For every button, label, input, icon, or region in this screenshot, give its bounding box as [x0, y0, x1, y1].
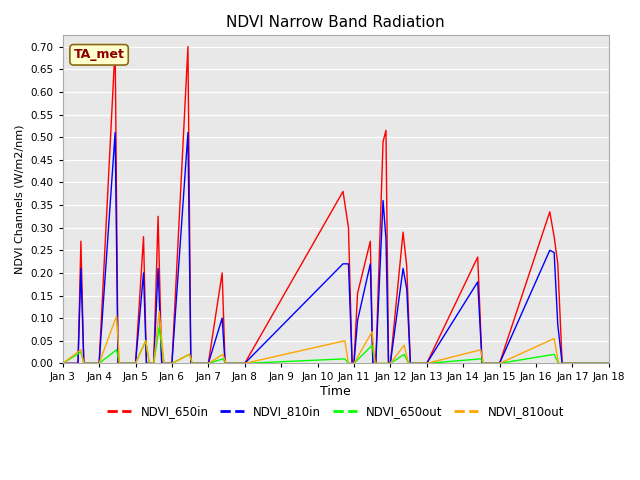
- Text: TA_met: TA_met: [74, 48, 125, 61]
- Title: NDVI Narrow Band Radiation: NDVI Narrow Band Radiation: [227, 15, 445, 30]
- X-axis label: Time: Time: [321, 385, 351, 398]
- Y-axis label: NDVI Channels (W/m2/nm): NDVI Channels (W/m2/nm): [15, 125, 25, 274]
- Legend: NDVI_650in, NDVI_810in, NDVI_650out, NDVI_810out: NDVI_650in, NDVI_810in, NDVI_650out, NDV…: [102, 401, 569, 423]
